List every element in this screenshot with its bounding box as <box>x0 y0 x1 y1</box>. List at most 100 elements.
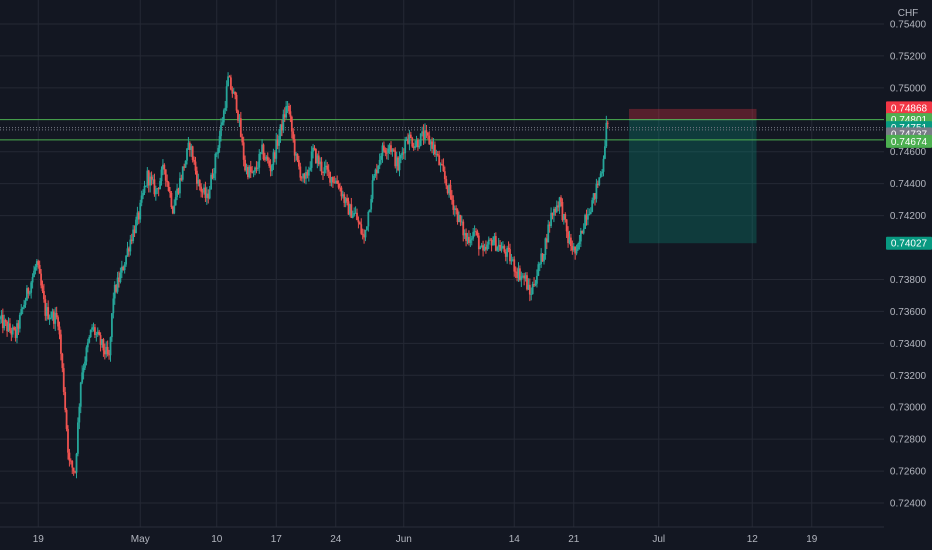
candle <box>388 143 391 155</box>
candle <box>55 306 58 320</box>
candle <box>69 458 72 465</box>
candle <box>524 272 527 282</box>
candle <box>204 181 207 202</box>
time-axis-background[interactable] <box>0 527 932 550</box>
candle <box>343 192 346 208</box>
candle <box>533 277 535 288</box>
candle <box>531 281 534 295</box>
candle <box>310 146 313 172</box>
candle <box>258 149 261 174</box>
candle <box>435 149 438 162</box>
candle <box>336 175 339 184</box>
candle <box>272 148 275 170</box>
candle <box>298 155 300 170</box>
candle <box>472 228 475 241</box>
candle <box>395 151 398 173</box>
candle <box>217 145 220 159</box>
candle <box>262 143 265 161</box>
candle <box>466 232 469 245</box>
candle <box>119 267 122 284</box>
candle <box>384 147 387 157</box>
price-axis-background[interactable] <box>884 0 932 550</box>
time-tick-label: 17 <box>271 534 283 545</box>
candle <box>259 152 262 161</box>
candle <box>271 163 273 177</box>
candle <box>149 172 152 193</box>
candle <box>58 321 61 340</box>
candle <box>414 140 416 150</box>
candle <box>526 272 528 291</box>
candle <box>305 166 307 185</box>
candle <box>205 186 208 205</box>
candle <box>534 279 537 287</box>
candle <box>60 329 62 361</box>
candle <box>361 228 364 240</box>
candle <box>282 109 285 134</box>
candle <box>118 271 120 288</box>
candle <box>358 221 361 225</box>
candle <box>381 142 384 163</box>
candle <box>34 263 37 275</box>
stop-loss-zone[interactable] <box>629 108 757 120</box>
candle <box>595 178 598 203</box>
price-tick-label: 0.73800 <box>890 275 927 286</box>
candle <box>74 470 76 474</box>
candle <box>584 213 586 230</box>
candle <box>62 363 65 396</box>
candle <box>547 220 550 243</box>
candle <box>13 326 16 331</box>
candle <box>504 249 507 262</box>
candle <box>462 219 465 242</box>
candle <box>142 189 144 200</box>
candle <box>329 171 331 187</box>
candle <box>601 169 603 177</box>
candle <box>300 176 303 182</box>
candle <box>387 144 390 160</box>
candle <box>106 340 109 357</box>
candle <box>322 171 324 180</box>
candle <box>75 452 78 479</box>
resistance-lower-tag: 0.74674 <box>886 134 932 148</box>
candle <box>44 295 47 321</box>
candle <box>316 153 319 169</box>
candle <box>448 183 450 198</box>
candle <box>375 163 378 180</box>
candle <box>536 269 538 288</box>
candle <box>208 185 211 200</box>
horizontal-lines[interactable] <box>0 119 884 141</box>
short-position-tool[interactable] <box>629 108 757 244</box>
candle <box>582 223 585 235</box>
candle <box>428 131 431 145</box>
take-profit-zone[interactable] <box>629 119 757 244</box>
candle <box>47 300 50 320</box>
candle <box>64 387 67 413</box>
candle <box>85 345 88 366</box>
candle <box>429 139 432 152</box>
price-tick-label: 0.73600 <box>890 307 927 318</box>
candle <box>65 408 68 432</box>
candle <box>30 280 33 299</box>
stop-price-tag: 0.74868 <box>886 101 932 115</box>
time-tick-label: 19 <box>33 534 45 545</box>
candle <box>334 177 337 185</box>
candle <box>554 206 557 216</box>
candle <box>275 132 278 165</box>
candle <box>37 259 40 269</box>
candle <box>432 137 435 156</box>
candle <box>43 283 45 303</box>
candle <box>17 320 20 335</box>
candle <box>360 218 363 236</box>
candle <box>377 165 380 174</box>
candle <box>574 246 577 260</box>
candle <box>313 145 316 151</box>
candle <box>184 160 187 169</box>
candle <box>177 187 180 195</box>
candle <box>368 209 371 213</box>
candle <box>181 166 184 182</box>
candle <box>412 142 415 151</box>
stop-price-tag-label: 0.74868 <box>891 103 928 114</box>
candle <box>140 190 143 207</box>
candle <box>459 214 462 227</box>
